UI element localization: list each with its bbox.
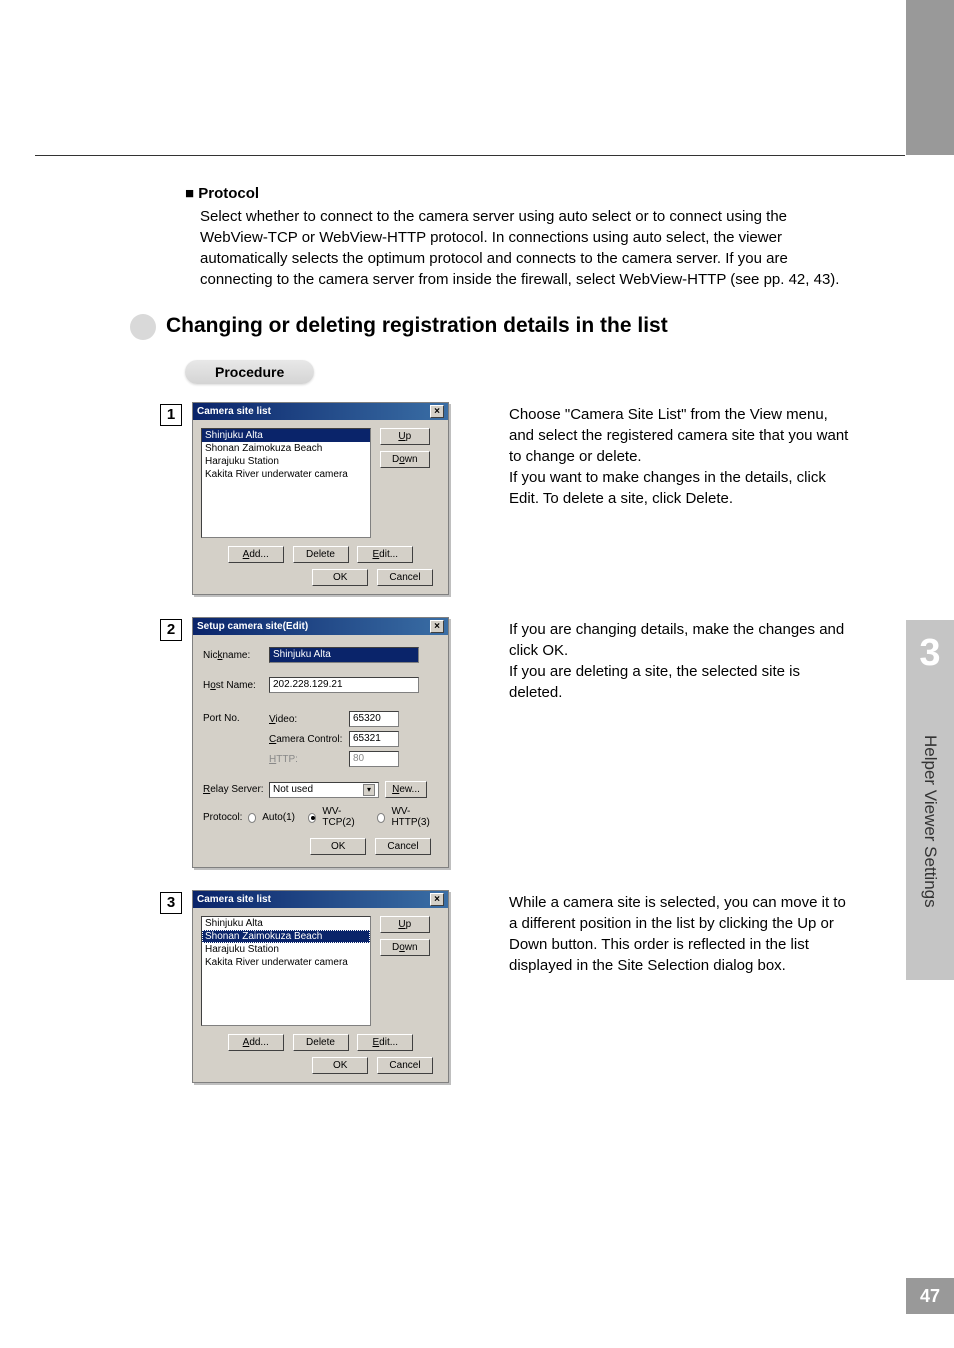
up-button[interactable]: Up [380,916,430,933]
down-button[interactable]: Down [380,451,430,468]
list-item[interactable]: Shonan Zaimokuza Beach [202,442,370,455]
http-port-input: 80 [349,751,399,767]
portno-label: Port No. [203,711,269,724]
close-icon[interactable]: × [430,405,444,418]
ok-button[interactable]: OK [312,1057,368,1074]
header-rule [35,155,905,156]
ok-button[interactable]: OK [312,569,368,586]
relay-server-select[interactable]: Not used ▾ [269,782,379,798]
ok-button[interactable]: OK [310,838,366,855]
camera-site-listbox[interactable]: Shinjuku Alta Shonan Zaimokuza Beach Har… [201,428,371,538]
camera-control-port-label: Camera Control: [269,734,349,745]
list-item[interactable]: Harajuku Station [202,943,370,956]
dialog-title: Camera site list [197,894,271,905]
hostname-input[interactable]: 202.228.129.21 [269,677,419,693]
step-2: 2 Setup camera site(Edit) × Nickname: Sh… [130,617,855,868]
nickname-label: Nickname: [203,650,269,661]
protocol-radio-auto[interactable] [248,813,257,823]
dialog-titlebar[interactable]: Camera site list × [193,403,448,420]
new-relay-button[interactable]: New... [385,781,427,798]
chevron-down-icon[interactable]: ▾ [363,784,375,796]
cancel-button[interactable]: Cancel [375,838,431,855]
procedure-label: Procedure [185,360,314,384]
protocol-radio-wvhttp[interactable] [377,813,386,823]
protocol-label: Protocol: [203,812,244,823]
dialog-title: Camera site list [197,406,271,417]
step-1: 1 Camera site list × Shinjuku Alta Shona… [130,402,855,595]
list-item[interactable]: Harajuku Station [202,455,370,468]
cancel-button[interactable]: Cancel [377,1057,433,1074]
chapter-tab: 3 Helper Viewer Settings [906,620,954,980]
protocol-heading: ■ Protocol [185,185,855,202]
delete-button[interactable]: Delete [293,1034,349,1051]
close-icon[interactable]: × [430,893,444,906]
relay-server-label: Relay Server: [203,784,269,795]
edit-button[interactable]: Edit... [357,1034,413,1051]
step-text: Choose "Camera Site List" from the View … [509,402,855,509]
list-item[interactable]: Kakita River underwater camera [202,468,370,481]
list-item[interactable]: Kakita River underwater camera [202,956,370,969]
camera-site-list-dialog-reorder: Camera site list × Shinjuku Alta Shonan … [192,890,449,1083]
section-heading: Changing or deleting registration detail… [166,314,855,338]
nickname-input[interactable]: Shinjuku Alta [269,647,419,663]
down-button[interactable]: Down [380,939,430,956]
dialog-titlebar[interactable]: Setup camera site(Edit) × [193,618,448,635]
cancel-button[interactable]: Cancel [377,569,433,586]
list-item[interactable]: Shonan Zaimokuza Beach [202,930,370,943]
step-3: 3 Camera site list × Shinjuku Alta Shona… [130,890,855,1083]
step-text: While a camera site is selected, you can… [509,890,855,976]
hostname-label: Host Name: [203,680,269,691]
protocol-body: Select whether to connect to the camera … [200,206,855,290]
edit-button[interactable]: Edit... [357,546,413,563]
setup-camera-site-dialog: Setup camera site(Edit) × Nickname: Shin… [192,617,449,868]
chapter-label: Helper Viewer Settings [920,691,940,951]
protocol-radio-wvtcp[interactable] [308,813,317,823]
video-port-label: Video: [269,714,349,725]
http-port-label: HTTP: [269,754,349,765]
camera-site-listbox[interactable]: Shinjuku Alta Shonan Zaimokuza Beach Har… [201,916,371,1026]
step-number: 1 [160,404,182,426]
header-tab [906,0,954,155]
close-icon[interactable]: × [430,620,444,633]
video-port-input[interactable]: 65320 [349,711,399,727]
chapter-number: 3 [906,620,954,675]
dialog-title: Setup camera site(Edit) [197,621,308,632]
add-button[interactable]: Add... [228,546,284,563]
step-number: 3 [160,892,182,914]
delete-button[interactable]: Delete [293,546,349,563]
step-number: 2 [160,619,182,641]
list-item[interactable]: Shinjuku Alta [202,917,370,930]
step-text: If you are changing details, make the ch… [509,617,855,703]
page-number: 47 [906,1278,954,1314]
camera-control-port-input[interactable]: 65321 [349,731,399,747]
section-bullet [130,314,156,340]
up-button[interactable]: Up [380,428,430,445]
camera-site-list-dialog: Camera site list × Shinjuku Alta Shonan … [192,402,449,595]
list-item[interactable]: Shinjuku Alta [202,429,370,442]
add-button[interactable]: Add... [228,1034,284,1051]
dialog-titlebar[interactable]: Camera site list × [193,891,448,908]
